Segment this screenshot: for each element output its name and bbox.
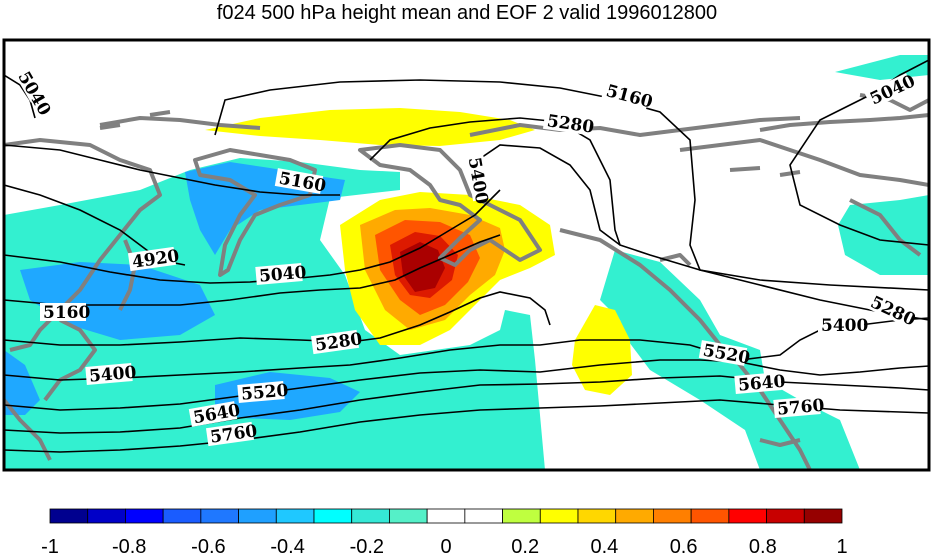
contour-5640 [4, 375, 929, 434]
colorbar-tick-label: -0.8 [112, 536, 146, 558]
coastline-asia-east [4, 138, 162, 352]
colorbar-tick-label: 0 [440, 536, 451, 558]
colorbar-swatch [577, 508, 617, 524]
coastline-arctic-russia [99, 116, 261, 130]
colorbar-swatch [615, 508, 654, 524]
colorbar-swatch [351, 508, 390, 524]
contour-5520 [4, 359, 929, 411]
contour-5280-north [369, 117, 929, 321]
colorbar-swatch [275, 508, 315, 524]
contour-label-5160: 5160 [43, 303, 90, 323]
colorbar-tick-label: -0.4 [270, 536, 304, 558]
coastline-asia-south [4, 398, 52, 461]
contour-label-5520: 5520 [240, 381, 289, 405]
coastline-lake-1 [659, 253, 692, 267]
colorbar-swatch [426, 508, 466, 524]
shade-pos-south [572, 305, 632, 395]
contour-label-5760-east: 5760 [776, 396, 825, 420]
contour-label-5640-east: 5640 [737, 372, 786, 396]
shade-neg-sw [4, 350, 40, 415]
colorbar-ticks: -1 -0.8 -0.6 -0.4 -0.2 0 0.2 0.4 0.6 0.8 1 [41, 536, 847, 558]
contour-label-5400-east: 5400 [821, 316, 868, 336]
colorbar-tick-label: 0.2 [511, 536, 539, 558]
coastline-canada-north [679, 138, 929, 187]
contour-label-5040: 5040 [258, 263, 307, 287]
colorbar-swatch [464, 508, 503, 524]
colorbar-tick-label: 1 [836, 536, 847, 558]
colorbar-tick-label: 0.6 [670, 536, 698, 558]
coastline-sakhalin [118, 239, 137, 311]
map-frame [2, 38, 931, 472]
colorbar-swatch [728, 508, 767, 524]
map-area: 5040 5160 5280 5400 5160 4920 5040 5160 … [4, 55, 929, 470]
contour-long-north [4, 144, 340, 196]
coastline-arctic-bits [99, 110, 801, 177]
contour-label-5160-north: 5160 [604, 81, 655, 113]
coastline-alaska [358, 143, 542, 267]
contour-5400 [4, 317, 929, 381]
contour-label-5280-east: 5280 [867, 292, 918, 330]
colorbar-swatch [803, 508, 843, 524]
colorbar-tick-label: -0.2 [350, 536, 384, 558]
contour-5160 [4, 234, 501, 306]
colorbar-swatch [766, 508, 805, 524]
colorbar-tick-label: 0.4 [590, 536, 618, 558]
colorbar-tick-label: -0.6 [191, 536, 225, 558]
colorbar-swatch [653, 508, 692, 524]
colorbar-swatch [200, 508, 239, 524]
colorbar-swatch [690, 508, 730, 524]
coastline-hudson [849, 198, 922, 257]
colorbar-swatch [238, 508, 277, 524]
contour-5040-nw [4, 74, 36, 119]
contour-5040 [4, 189, 501, 284]
colorbar-swatch [125, 508, 164, 524]
colorbar-swatch [162, 508, 202, 524]
contour-labels: 5040 5160 5280 5400 5160 4920 5040 5160 … [13, 64, 919, 448]
map-title: f024 500 hPa height mean and EOF 2 valid… [216, 2, 718, 24]
colorbar-swatch [49, 508, 89, 524]
coastline-central-america [759, 438, 801, 447]
coastline-arctic-islands [759, 113, 929, 132]
height-contours [4, 59, 929, 453]
contour-label-5280-north: 5280 [546, 111, 596, 137]
shade-lightneg-west [4, 158, 545, 470]
contour-label-5400: 5400 [88, 363, 137, 387]
colorbar-swatch [502, 508, 541, 524]
colorbar-swatch [539, 508, 579, 524]
coastline-alaska-north [469, 116, 801, 137]
colorbar-swatch [313, 508, 353, 524]
contour-label-5040-nw: 5040 [13, 68, 54, 119]
colorbar [49, 508, 843, 524]
colorbar-swatch [87, 508, 126, 524]
shade-pos-north [205, 108, 535, 146]
colorbar-tick-label: 0.8 [749, 536, 777, 558]
coastline-japan [43, 318, 97, 402]
colorbar-tick-label: -1 [41, 536, 59, 558]
shade-lightneg-east [838, 195, 929, 275]
contour-5280 [4, 291, 551, 346]
colorbar-swatch [389, 508, 428, 524]
